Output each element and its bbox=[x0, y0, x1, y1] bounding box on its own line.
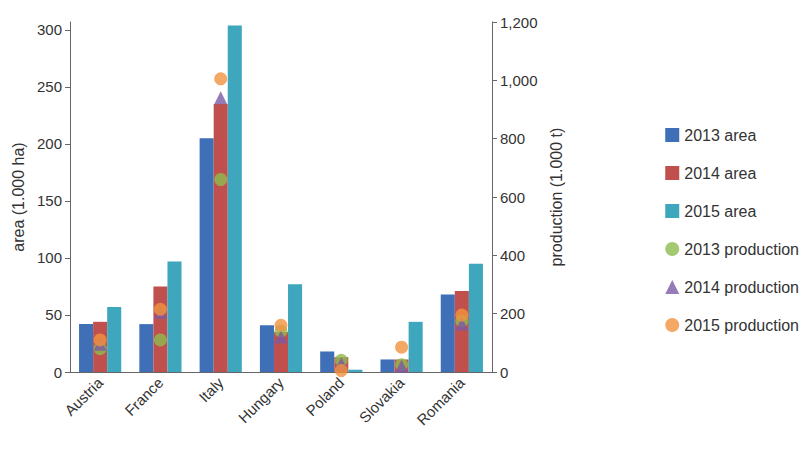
svg-text:Austria: Austria bbox=[61, 374, 106, 419]
svg-text:production (1.000 t): production (1.000 t) bbox=[548, 128, 565, 267]
svg-text:200: 200 bbox=[37, 135, 62, 152]
svg-text:600: 600 bbox=[500, 189, 525, 206]
svg-text:50: 50 bbox=[45, 306, 62, 323]
svg-text:1,000: 1,000 bbox=[500, 72, 538, 89]
svg-text:2015 area: 2015 area bbox=[684, 203, 756, 220]
svg-text:200: 200 bbox=[500, 305, 525, 322]
svg-text:800: 800 bbox=[500, 130, 525, 147]
svg-text:Romania: Romania bbox=[413, 374, 468, 429]
svg-text:150: 150 bbox=[37, 192, 62, 209]
svg-text:300: 300 bbox=[37, 21, 62, 38]
svg-text:France: France bbox=[121, 374, 166, 419]
svg-text:area (1.000 ha): area (1.000 ha) bbox=[10, 142, 27, 251]
svg-text:Slovakia: Slovakia bbox=[356, 374, 409, 427]
svg-text:2014 production: 2014 production bbox=[684, 279, 799, 296]
svg-text:100: 100 bbox=[37, 249, 62, 266]
svg-text:0: 0 bbox=[54, 364, 62, 381]
svg-text:Poland: Poland bbox=[302, 374, 347, 419]
svg-text:0: 0 bbox=[500, 364, 508, 381]
svg-text:1,200: 1,200 bbox=[500, 14, 538, 31]
svg-text:2013 area: 2013 area bbox=[684, 127, 756, 144]
svg-text:2015 production: 2015 production bbox=[684, 317, 799, 334]
svg-text:2013 production: 2013 production bbox=[684, 241, 799, 258]
svg-text:Italy: Italy bbox=[195, 374, 227, 406]
svg-text:400: 400 bbox=[500, 247, 525, 264]
svg-text:2014 area: 2014 area bbox=[684, 165, 756, 182]
svg-text:250: 250 bbox=[37, 78, 62, 95]
svg-text:Hungary: Hungary bbox=[235, 374, 287, 426]
